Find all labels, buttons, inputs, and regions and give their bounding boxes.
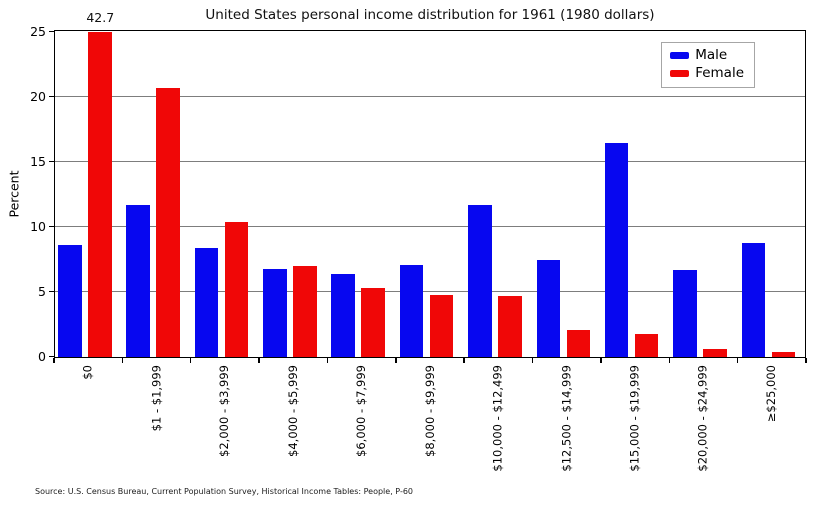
xtick-mark-2: [189, 358, 192, 363]
gridline-15: [55, 161, 805, 162]
ytick-label-15: 15: [30, 153, 46, 169]
bar-male-≥$25,000: [741, 242, 766, 357]
xtick-mark-8: [600, 358, 602, 363]
xtick-mark-4: [326, 358, 329, 363]
ytick-mark-10: [49, 225, 54, 228]
bar-female-$10,000 - $12,499: [498, 295, 522, 357]
ytick-label-0: 0: [38, 348, 46, 364]
legend-label-female: Female: [695, 65, 744, 81]
y-axis-label: Percent: [6, 170, 22, 218]
legend-item-female: Female: [670, 65, 744, 82]
bar-male-$1 - $1,999: [126, 204, 150, 357]
bar-female-≥$25,000: [771, 351, 796, 357]
bar-male-$15,000 - $19,999: [604, 142, 629, 357]
xtick-mark-0: [53, 358, 55, 363]
ytick-label-25: 25: [30, 23, 46, 39]
plot-area: Male Female: [54, 30, 806, 358]
bar-male-$12,500 - $14,999: [536, 259, 561, 357]
ytick-label-20: 20: [30, 88, 46, 104]
bar-male-$2,000 - $3,999: [194, 247, 219, 357]
bar-female-$8,000 - $9,999: [429, 294, 454, 357]
bar-male-$8,000 - $9,999: [399, 264, 424, 357]
bar-female-$0: [88, 32, 112, 357]
male-series-swatch: [670, 52, 690, 59]
bar-female-$2,000 - $3,999: [224, 221, 249, 357]
bar-male-$20,000 - $24,999: [673, 269, 697, 357]
bar-female-$15,000 - $19,999: [634, 333, 659, 357]
ytick-mark-15: [49, 160, 54, 163]
legend-item-male: Male: [670, 47, 744, 64]
legend: Male Female: [661, 42, 755, 88]
gridline-10: [55, 226, 805, 227]
xtick-mark-9: [668, 358, 671, 363]
bar-female-$12,500 - $14,999: [566, 329, 591, 357]
xtick-mark-3: [258, 358, 260, 363]
female-series-swatch: [670, 70, 690, 77]
bar-male-$4,000 - $5,999: [263, 268, 287, 357]
bar-male-$0: [58, 245, 82, 357]
legend-label-male: Male: [695, 47, 728, 63]
bar-female-$6,000 - $7,999: [361, 288, 385, 357]
xtick-mark-6: [463, 358, 465, 363]
gridline-5: [55, 291, 805, 292]
chart-title: United States personal income distributi…: [205, 7, 655, 23]
xtick-mark-10: [736, 358, 739, 363]
ytick-mark-5: [49, 290, 54, 293]
xtick-mark-7: [531, 358, 534, 363]
ytick-mark-0: [49, 355, 54, 358]
gridline-20: [55, 96, 805, 97]
xtick-mark-11: [805, 358, 807, 363]
ytick-mark-25: [49, 30, 54, 33]
ytick-label-5: 5: [38, 283, 46, 299]
bar-female-$4,000 - $5,999: [293, 266, 317, 357]
source-note: Source: U.S. Census Bureau, Current Popu…: [35, 487, 414, 496]
bar-male-$6,000 - $7,999: [331, 273, 355, 357]
bar-female-$20,000 - $24,999: [703, 349, 727, 357]
ytick-label-10: 10: [30, 218, 46, 234]
bar-male-$10,000 - $12,499: [468, 204, 492, 357]
xtick-mark-1: [121, 358, 124, 363]
bar-female-$1 - $1,999: [156, 87, 180, 357]
clipped-bar-value-label: 42.7: [86, 10, 115, 25]
ytick-mark-20: [49, 95, 54, 98]
xtick-mark-5: [395, 358, 397, 363]
